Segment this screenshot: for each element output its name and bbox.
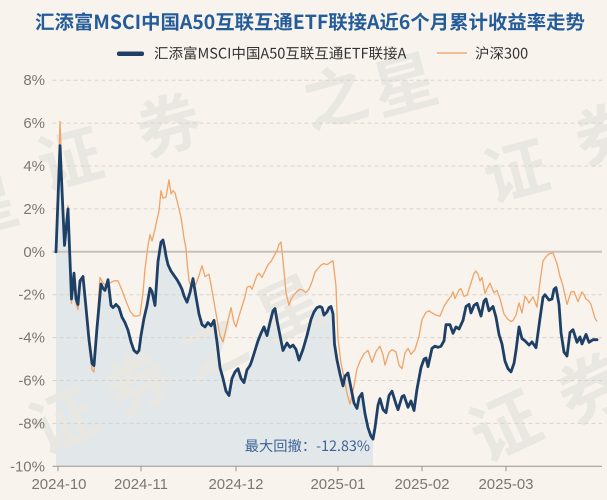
svg-text:-8%: -8% [18, 415, 45, 432]
svg-text:2025-03: 2025-03 [478, 476, 533, 493]
svg-text:2025-02: 2025-02 [394, 476, 449, 493]
svg-text:6%: 6% [23, 115, 45, 132]
svg-text:2024-10: 2024-10 [31, 476, 86, 493]
svg-text:2024-12: 2024-12 [208, 476, 263, 493]
svg-text:0%: 0% [23, 244, 45, 261]
svg-text:2024-11: 2024-11 [114, 476, 168, 493]
svg-text:-4%: -4% [18, 330, 45, 347]
svg-text:8%: 8% [23, 72, 45, 89]
svg-text:-10%: -10% [10, 458, 45, 475]
svg-text:2025-01: 2025-01 [310, 476, 365, 493]
svg-text:2%: 2% [23, 201, 45, 218]
svg-text:-6%: -6% [18, 373, 45, 390]
svg-text:-2%: -2% [18, 287, 45, 304]
svg-text:4%: 4% [23, 158, 45, 175]
